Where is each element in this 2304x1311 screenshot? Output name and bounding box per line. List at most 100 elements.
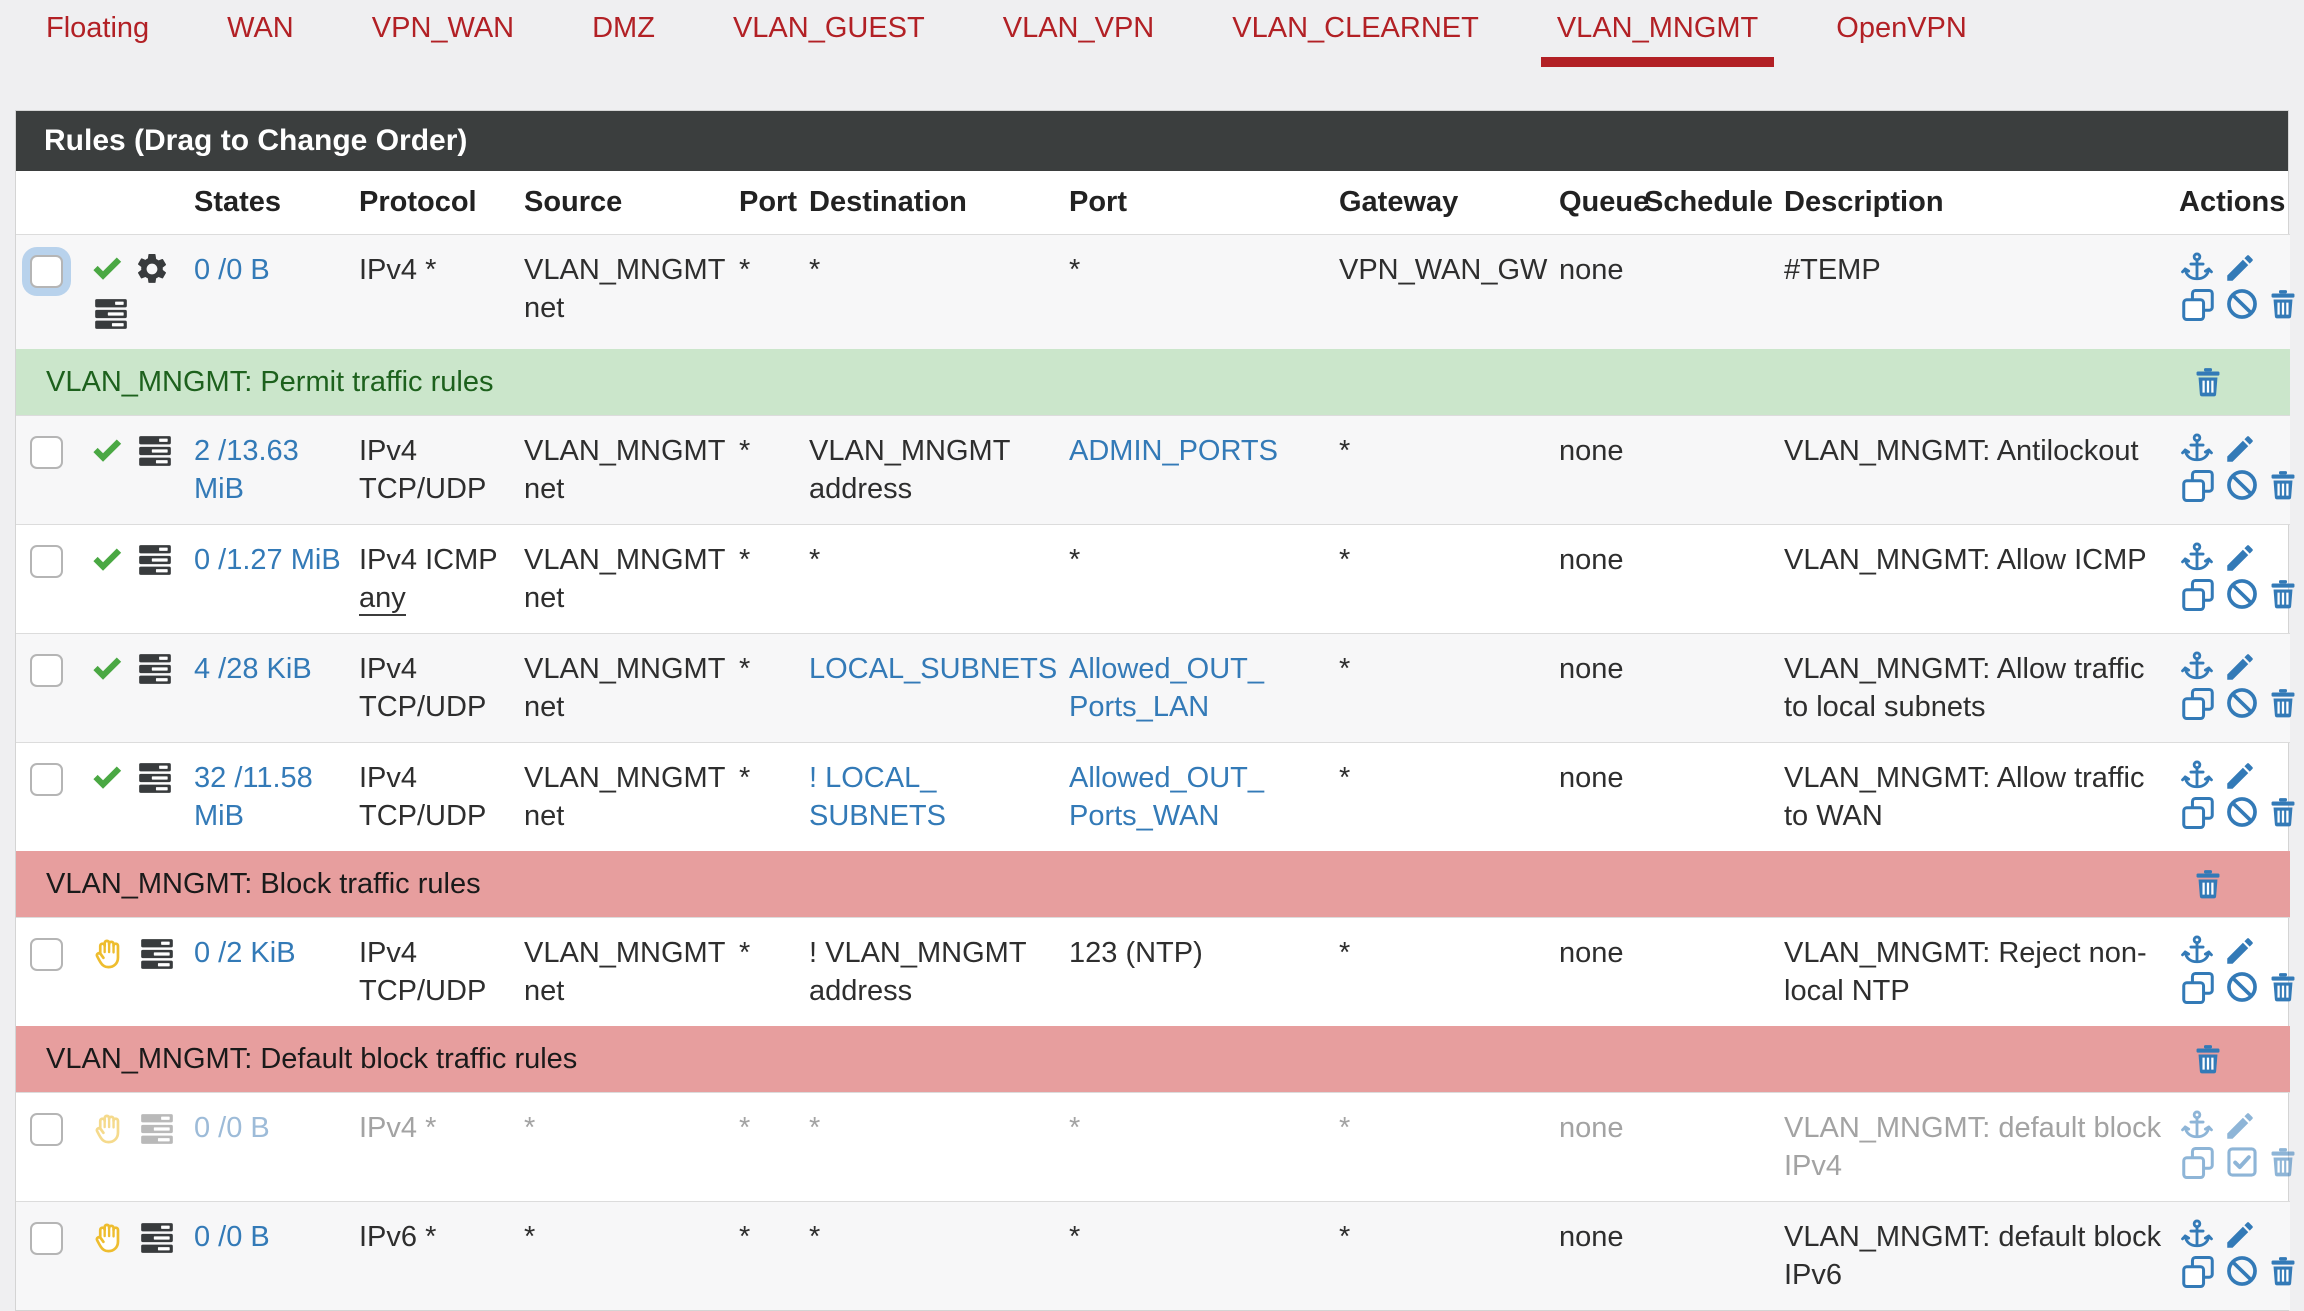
- action-copy-icon[interactable]: [2179, 1254, 2217, 1290]
- rule-pass-check-icon: [89, 543, 125, 577]
- source-value: VLAN_MNGMT net: [524, 254, 725, 324]
- states-link[interactable]: 0 /0 B: [194, 1221, 270, 1253]
- action-disable-ban-icon[interactable]: [2224, 686, 2260, 722]
- rule-select-checkbox[interactable]: [30, 436, 63, 469]
- rule-select-checkbox[interactable]: [30, 654, 63, 687]
- rule-description: VLAN_MNGMT: default block IPv6: [1784, 1221, 2162, 1291]
- states-link[interactable]: 0 /2 KiB: [194, 937, 296, 969]
- action-copy-icon[interactable]: [2179, 970, 2217, 1006]
- rule-select-checkbox[interactable]: [30, 545, 63, 578]
- action-trash-icon[interactable]: [2267, 970, 2299, 1006]
- action-edit-pencil-icon[interactable]: [2222, 432, 2258, 466]
- action-anchor-icon[interactable]: [2179, 934, 2215, 968]
- source-port-value: *: [739, 653, 751, 685]
- action-disable-ban-icon[interactable]: [2224, 468, 2260, 504]
- action-disable-ban-icon[interactable]: [2224, 795, 2260, 831]
- destination-value-alias-link[interactable]: LOCAL_SUBNETS: [809, 653, 1058, 685]
- tab-vpn_wan[interactable]: VPN_WAN: [371, 12, 515, 44]
- states-link[interactable]: 0 /0 B: [194, 254, 270, 286]
- action-disable-ban-icon[interactable]: [2224, 577, 2260, 613]
- gateway-value: *: [1339, 544, 1351, 576]
- action-edit-pencil-icon[interactable]: [2222, 251, 2258, 285]
- source-value: VLAN_MNGMT net: [524, 435, 725, 505]
- action-anchor-icon[interactable]: [2179, 541, 2215, 575]
- rule-description: VLAN_MNGMT: Allow traffic to WAN: [1784, 762, 2145, 832]
- panel-title: Rules (Drag to Change Order): [16, 111, 2288, 171]
- source-port-value: *: [739, 435, 751, 467]
- states-details-icon: [135, 1219, 179, 1257]
- destination-value: *: [809, 544, 821, 576]
- action-anchor-icon[interactable]: [2179, 251, 2215, 285]
- destination-port-value-alias-link[interactable]: ADMIN_PORTS: [1069, 435, 1278, 467]
- action-trash-icon[interactable]: [2267, 577, 2299, 613]
- states-details-icon: [133, 759, 177, 797]
- action-anchor-icon[interactable]: [2179, 759, 2215, 793]
- tab-vlan_guest[interactable]: VLAN_GUEST: [732, 12, 925, 44]
- column-header-description: Description: [1776, 171, 2171, 235]
- tab-openvpn[interactable]: OpenVPN: [1836, 12, 1967, 44]
- tab-vlan_mngmt[interactable]: VLAN_MNGMT: [1540, 8, 1775, 67]
- action-copy-icon[interactable]: [2179, 577, 2217, 613]
- action-trash-icon[interactable]: [2267, 686, 2299, 722]
- source-value: *: [524, 1112, 536, 1144]
- states-link[interactable]: 2 /13.63 MiB: [194, 435, 299, 505]
- states-link[interactable]: 32 /11.58 MiB: [194, 762, 313, 832]
- action-copy-icon[interactable]: [2179, 1145, 2217, 1181]
- tab-floating[interactable]: Floating: [46, 12, 150, 44]
- action-anchor-icon[interactable]: [2179, 432, 2215, 466]
- source-port-value: *: [739, 1221, 751, 1253]
- states-link[interactable]: 4 /28 KiB: [194, 653, 312, 685]
- tab-wan[interactable]: WAN: [227, 12, 294, 44]
- action-edit-pencil-icon[interactable]: [2222, 1109, 2258, 1143]
- action-copy-icon[interactable]: [2179, 686, 2217, 722]
- states-link[interactable]: 0 /0 B: [194, 1112, 270, 1144]
- rule-reject-hand-icon: [89, 1218, 127, 1258]
- action-copy-icon[interactable]: [2179, 795, 2217, 831]
- action-anchor-icon[interactable]: [2179, 650, 2215, 684]
- action-edit-pencil-icon[interactable]: [2222, 934, 2258, 968]
- destination-value-alias-link[interactable]: ! LOCAL_ SUBNETS: [809, 762, 946, 832]
- separator-trash-icon[interactable]: [2192, 1042, 2224, 1076]
- destination-port-value-alias-link[interactable]: Allowed_OUT_ Ports_WAN: [1069, 762, 1265, 832]
- destination-value: ! VLAN_MNGMT address: [809, 937, 1027, 1007]
- rule-select-checkbox[interactable]: [30, 1222, 63, 1255]
- states-link[interactable]: 0 /1.27 MiB: [194, 544, 341, 576]
- action-enable-check-square-icon[interactable]: [2224, 1145, 2260, 1181]
- separator-trash-icon[interactable]: [2192, 365, 2224, 399]
- action-disable-ban-icon[interactable]: [2224, 287, 2260, 323]
- action-anchor-icon[interactable]: [2179, 1109, 2215, 1143]
- rule-separator-block: VLAN_MNGMT: Default block traffic rules: [16, 1026, 2290, 1093]
- action-edit-pencil-icon[interactable]: [2222, 541, 2258, 575]
- column-header-destination: Destination: [801, 171, 1061, 235]
- states-details-icon: [89, 295, 133, 333]
- destination-port-value-alias-link[interactable]: Allowed_OUT_ Ports_LAN: [1069, 653, 1265, 723]
- tab-vlan_clearnet[interactable]: VLAN_CLEARNET: [1232, 12, 1479, 44]
- rule-select-checkbox[interactable]: [30, 763, 63, 796]
- action-trash-icon[interactable]: [2267, 795, 2299, 831]
- queue-value: none: [1559, 1221, 1624, 1253]
- action-anchor-icon[interactable]: [2179, 1218, 2215, 1252]
- action-trash-icon[interactable]: [2267, 1145, 2299, 1181]
- separator-trash-icon[interactable]: [2192, 867, 2224, 901]
- action-trash-icon[interactable]: [2267, 468, 2299, 504]
- action-trash-icon[interactable]: [2267, 287, 2299, 323]
- action-disable-ban-icon[interactable]: [2224, 1254, 2260, 1290]
- interface-tabs: Floating WAN VPN_WAN DMZ VLAN_GUEST VLAN_VPN V…: [0, 0, 2304, 67]
- action-edit-pencil-icon[interactable]: [2222, 650, 2258, 684]
- tab-vlan_vpn[interactable]: VLAN_VPN: [1002, 12, 1155, 44]
- rule-select-checkbox[interactable]: [30, 1113, 63, 1146]
- gateway-value: *: [1339, 435, 1351, 467]
- action-edit-pencil-icon[interactable]: [2222, 759, 2258, 793]
- queue-value: none: [1559, 544, 1624, 576]
- states-details-icon: [133, 541, 177, 579]
- action-edit-pencil-icon[interactable]: [2222, 1218, 2258, 1252]
- rule-select-checkbox[interactable]: [30, 255, 63, 288]
- action-copy-icon[interactable]: [2179, 468, 2217, 504]
- action-disable-ban-icon[interactable]: [2224, 970, 2260, 1006]
- action-trash-icon[interactable]: [2267, 1254, 2299, 1290]
- firewall-rule-row: 0 /0 B IPv6 * * * * * * none VLAN_MNGMT: default…: [16, 1201, 2295, 1310]
- rule-select-checkbox[interactable]: [30, 938, 63, 971]
- source-port-value: *: [739, 544, 751, 576]
- tab-dmz[interactable]: DMZ: [592, 12, 655, 44]
- action-copy-icon[interactable]: [2179, 287, 2217, 323]
